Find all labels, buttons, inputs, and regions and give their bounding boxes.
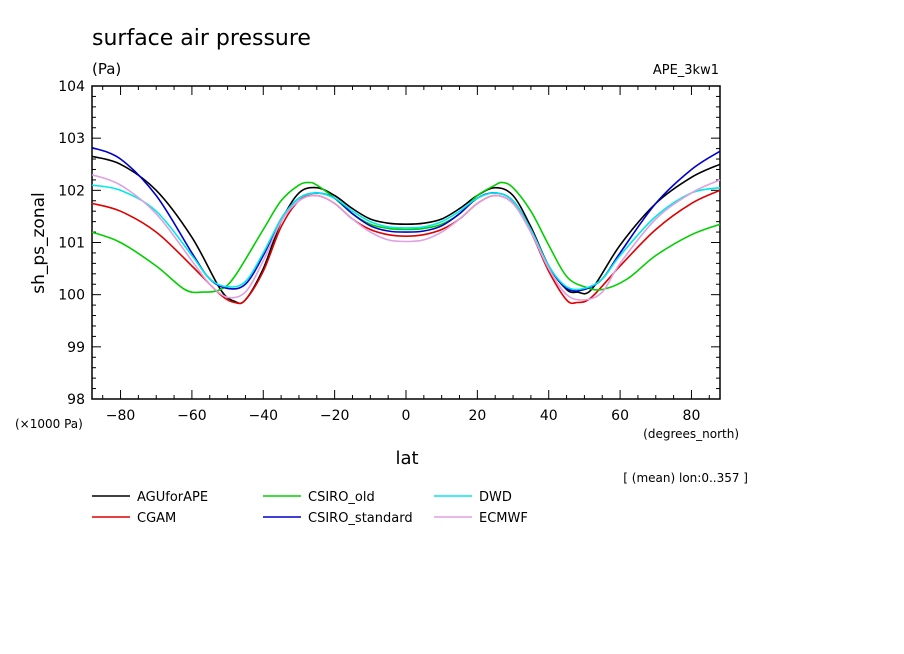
y-tick-label: 100 xyxy=(58,288,85,304)
x-tick-label: 80 xyxy=(683,408,701,424)
legend-label: DWD xyxy=(479,490,512,505)
legend-label: CSIRO_standard xyxy=(308,511,413,526)
series-line-ecmwf xyxy=(91,173,721,301)
y-tick-label: 101 xyxy=(58,236,85,252)
legend: AGUforAPE CGAM CSIRO_old CSIRO_standard DWD E… xyxy=(92,490,528,526)
chart-units: (Pa) xyxy=(92,60,121,78)
chart-title: surface air pressure xyxy=(92,26,311,51)
y-tick-label: 99 xyxy=(67,340,85,356)
legend-label: AGUforAPE xyxy=(137,490,208,505)
series-line-cgam xyxy=(91,189,721,305)
x-axis-label: lat xyxy=(395,448,418,469)
y-tick-label: 103 xyxy=(58,131,85,147)
series-line-dwd xyxy=(91,184,721,291)
y-axis-label: sh_ps_zonal xyxy=(29,192,49,294)
x-tick-label: 60 xyxy=(611,408,629,424)
series-line-csiro-standard xyxy=(91,146,721,292)
x-tick-label: 40 xyxy=(540,408,558,424)
legend-label: CGAM xyxy=(137,511,176,526)
y-tick-label: 102 xyxy=(58,183,85,199)
series-line-aguforape xyxy=(91,155,721,305)
x-tick-labels: −80 −60 −40 −20 0 20 40 60 80 xyxy=(106,408,701,424)
y-tick-label: 98 xyxy=(67,392,85,408)
x-tick-label: −80 xyxy=(106,408,136,424)
series-lines xyxy=(91,146,721,305)
legend-label: ECMWF xyxy=(479,511,528,526)
legend-label: CSIRO_old xyxy=(308,490,375,505)
x-tick-label: −20 xyxy=(320,408,350,424)
x-tick-label: 20 xyxy=(468,408,486,424)
x-tick-label: −60 xyxy=(177,408,207,424)
x-tick-label: 0 xyxy=(402,408,411,424)
y-scale-label: (×1000 Pa) xyxy=(15,417,83,431)
experiment-label: APE_3kw1 xyxy=(653,63,719,78)
y-tick-labels: 98 99 100 101 102 103 104 xyxy=(58,79,85,408)
x-units-label: (degrees_north) xyxy=(643,427,739,441)
subset-note: [ (mean) lon:0..357 ] xyxy=(623,471,748,485)
x-tick-label: −40 xyxy=(248,408,278,424)
y-tick-label: 104 xyxy=(58,79,85,95)
